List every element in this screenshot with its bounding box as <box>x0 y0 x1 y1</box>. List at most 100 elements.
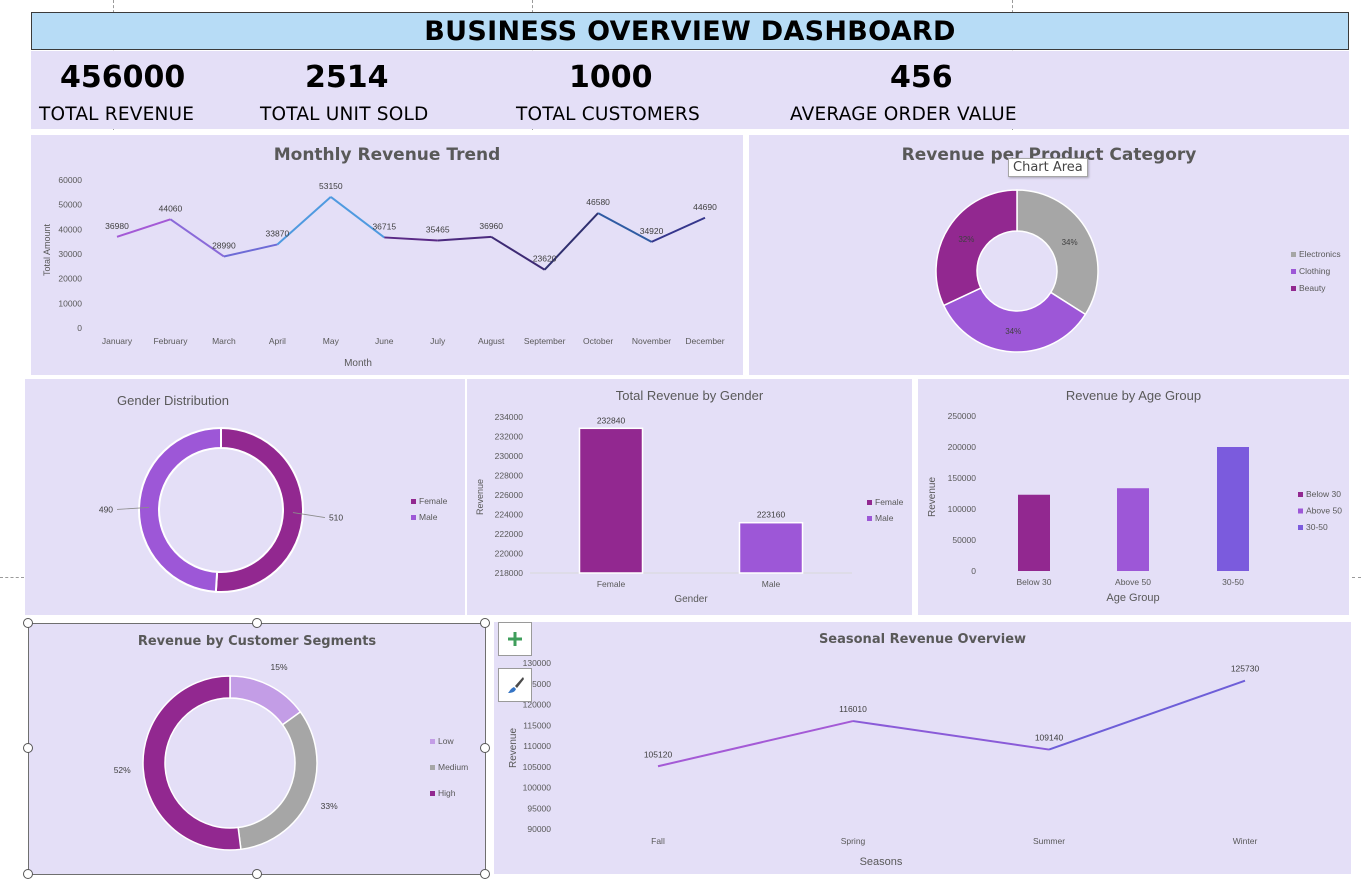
data-label: 116010 <box>839 704 867 714</box>
legend-label: Medium <box>438 762 468 772</box>
x-tick-label: July <box>430 336 446 346</box>
x-tick-label: September <box>524 336 566 346</box>
data-label: 36715 <box>372 221 396 231</box>
revenue-by-gender-plot: 218000 220000 222000 224000 226000 228000 2300… <box>475 412 904 605</box>
legend-swatch <box>1291 286 1296 291</box>
data-label: 232840 <box>597 415 626 425</box>
chart-title: Revenue by Age Group <box>1065 388 1202 403</box>
customer-segments-chart[interactable]: Revenue by Customer Segments 15% 33% 52% Lo… <box>28 623 486 875</box>
kpi-units-sold-value: 2514 <box>305 60 389 95</box>
y-tick-label: 234000 <box>495 412 524 422</box>
resize-handle-left[interactable] <box>23 743 33 753</box>
donut-slice <box>138 426 222 593</box>
chart-title: Seasonal Revenue Overview <box>818 632 1027 647</box>
x-tick-label: Spring <box>841 836 866 846</box>
x-axis-title: Month <box>344 358 372 369</box>
x-tick-label: May <box>323 336 340 346</box>
y-tick-label: 10000 <box>58 298 82 308</box>
resize-handle-top-right[interactable] <box>480 618 490 628</box>
donut-slice <box>214 426 304 593</box>
data-label: 34920 <box>640 226 664 236</box>
leader-line <box>292 512 326 518</box>
data-label: 23620 <box>533 254 557 264</box>
revenue-by-gender-chart[interactable]: Total Revenue by Gender 218000 220000 2220… <box>466 378 913 616</box>
kpi-customers-value: 1000 <box>569 60 653 95</box>
data-label: 34% <box>1062 238 1078 247</box>
x-tick-label: November <box>632 336 671 346</box>
data-label: 46580 <box>586 197 610 207</box>
y-tick-label: 40000 <box>58 224 82 234</box>
data-label: 125730 <box>1231 664 1260 674</box>
data-label: 33870 <box>266 228 290 238</box>
legend-swatch <box>1298 525 1303 530</box>
legend-swatch <box>430 765 435 770</box>
monthly-revenue-plot: 0 10000 20000 30000 40000 50000 60000 36980 Janu… <box>42 175 725 369</box>
leader-line <box>117 507 150 510</box>
y-tick-label: 60000 <box>58 175 82 185</box>
data-label: 490 <box>99 504 113 514</box>
series-line-segment <box>657 720 854 768</box>
monthly-revenue-chart[interactable]: Monthly Revenue Trend 0 10000 20000 30000 40… <box>30 134 744 376</box>
series-line-segment <box>651 216 706 243</box>
revenue-by-age-chart[interactable]: Revenue by Age Group 0 50000 100000 150000 2… <box>917 378 1350 616</box>
y-axis-title: Total Amount <box>42 223 52 276</box>
legend-label: Female <box>875 497 904 507</box>
data-label: 36960 <box>479 221 503 231</box>
legend-swatch <box>1291 269 1296 274</box>
resize-handle-top[interactable] <box>252 618 262 628</box>
y-tick-label: 250000 <box>948 411 977 421</box>
seasonal-revenue-plot: 90000 95000 100000 105000 110000 115000 120000… <box>508 658 1260 868</box>
data-label: 28990 <box>212 240 236 250</box>
bar <box>1018 494 1050 571</box>
chart-area-tooltip: Chart Area <box>1008 158 1088 177</box>
x-axis-title: Seasons <box>860 856 903 868</box>
chart-styles-button[interactable] <box>498 668 532 702</box>
legend-swatch <box>867 516 872 521</box>
data-label: 109140 <box>1035 733 1064 743</box>
y-tick-label: 125000 <box>523 679 552 689</box>
chart-title: Monthly Revenue Trend <box>273 145 501 165</box>
x-tick-label: June <box>375 336 394 346</box>
y-tick-label: 30000 <box>58 249 82 259</box>
y-tick-label: 100000 <box>948 504 977 514</box>
y-tick-label: 130000 <box>523 658 552 668</box>
x-tick-label: Male <box>762 579 781 589</box>
y-tick-label: 50000 <box>58 200 82 210</box>
bar <box>1117 488 1149 571</box>
data-label: 44690 <box>693 202 717 212</box>
y-tick-label: 232000 <box>495 432 524 442</box>
resize-handle-right[interactable] <box>480 743 490 753</box>
seasonal-revenue-chart[interactable]: Seasonal Revenue Overview 90000 95000 1000… <box>493 621 1352 875</box>
data-label: 36980 <box>105 221 129 231</box>
chart-elements-button[interactable] <box>498 622 532 656</box>
resize-handle-top-left[interactable] <box>23 618 33 628</box>
y-tick-label: 95000 <box>527 803 551 813</box>
series-line-segment <box>384 236 438 242</box>
y-tick-label: 220000 <box>495 549 524 559</box>
legend-swatch <box>430 791 435 796</box>
y-tick-label: 224000 <box>495 510 524 520</box>
data-label: 44060 <box>159 203 183 213</box>
y-tick-label: 222000 <box>495 529 524 539</box>
y-tick-label: 150000 <box>948 473 977 483</box>
resize-handle-bottom[interactable] <box>252 869 262 879</box>
x-tick-label: Winter <box>1233 836 1258 846</box>
y-tick-label: 115000 <box>523 720 551 730</box>
legend-label: High <box>438 788 456 798</box>
y-tick-label: 20000 <box>58 274 82 284</box>
x-tick-label: August <box>478 336 505 346</box>
data-label: 33% <box>321 801 338 811</box>
y-tick-label: 0 <box>971 566 976 576</box>
dashboard-title: BUSINESS OVERVIEW DASHBOARD <box>31 12 1349 50</box>
legend-swatch <box>430 739 435 744</box>
resize-handle-bottom-right[interactable] <box>480 869 490 879</box>
x-tick-label: January <box>102 336 133 346</box>
donut-slice <box>1016 189 1099 316</box>
resize-handle-bottom-left[interactable] <box>23 869 33 879</box>
gender-distribution-chart[interactable]: Gender Distribution 510 490 Female Male <box>24 378 466 616</box>
series-line-segment <box>330 196 385 239</box>
kpi-total-revenue-value: 456000 <box>60 60 186 95</box>
data-label: 15% <box>271 662 288 672</box>
gender-distribution-plot: 510 490 Female Male <box>99 426 448 593</box>
series-line-segment <box>1048 679 1246 751</box>
